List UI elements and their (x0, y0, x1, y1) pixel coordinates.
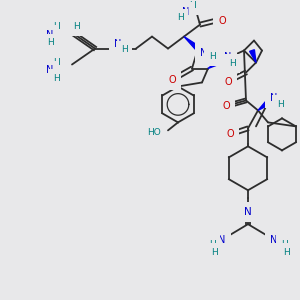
Text: HO: HO (147, 128, 161, 137)
Polygon shape (250, 50, 256, 62)
Text: N: N (224, 52, 232, 61)
Text: N: N (218, 235, 226, 245)
Text: O: O (222, 101, 230, 111)
Text: H: H (280, 240, 287, 249)
Text: O: O (218, 16, 226, 26)
Text: O: O (224, 77, 232, 88)
Text: N: N (270, 235, 278, 245)
Text: N: N (46, 30, 54, 40)
Text: H: H (121, 45, 128, 54)
Text: H: H (189, 1, 195, 10)
Polygon shape (184, 37, 200, 50)
Text: O: O (168, 76, 176, 85)
Text: N: N (270, 93, 278, 103)
Text: H: H (52, 74, 59, 83)
Text: N: N (200, 47, 208, 58)
Text: N: N (46, 65, 54, 76)
Text: H: H (52, 58, 59, 67)
Text: H: H (177, 13, 183, 22)
Polygon shape (208, 58, 223, 68)
Text: N: N (244, 207, 252, 217)
Text: N: N (114, 39, 122, 49)
Text: H: H (283, 248, 290, 256)
Text: H: H (211, 248, 218, 256)
Text: N: N (182, 7, 190, 16)
Text: O: O (226, 129, 234, 140)
Text: H: H (46, 38, 53, 47)
Text: H: H (208, 52, 215, 61)
Text: H: H (208, 240, 215, 249)
Text: H: H (73, 22, 80, 31)
Text: H: H (277, 100, 284, 109)
Polygon shape (258, 100, 270, 110)
Text: H: H (52, 22, 59, 31)
Text: H: H (229, 59, 236, 68)
